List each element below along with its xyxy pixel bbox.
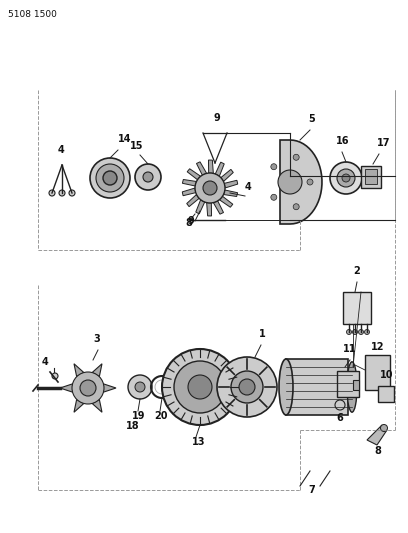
Text: 12: 12 [371,342,384,352]
Polygon shape [74,399,84,412]
Circle shape [335,400,345,410]
Text: 8: 8 [374,446,381,456]
Polygon shape [213,201,224,214]
Circle shape [307,179,313,185]
Bar [343,292,371,324]
Circle shape [96,164,124,192]
Polygon shape [215,162,224,176]
Bar [353,380,359,390]
Circle shape [271,195,277,200]
Polygon shape [187,195,199,207]
Circle shape [128,375,152,399]
Circle shape [337,169,355,187]
Polygon shape [367,425,387,445]
Polygon shape [60,384,73,392]
Circle shape [239,379,255,395]
Bar [378,386,394,402]
Polygon shape [221,169,233,182]
Text: 7: 7 [308,485,315,495]
Text: 20: 20 [154,411,168,421]
Text: 4: 4 [42,357,49,367]
Circle shape [143,172,153,182]
Circle shape [80,380,96,396]
Polygon shape [92,364,102,377]
Circle shape [174,361,226,413]
Polygon shape [224,180,238,188]
Polygon shape [280,140,322,224]
Text: 6: 6 [336,413,343,423]
Text: 8: 8 [185,218,192,228]
Text: 18: 18 [126,421,140,431]
Polygon shape [224,190,237,197]
Circle shape [293,154,299,160]
Circle shape [188,375,212,399]
Circle shape [271,164,277,169]
Ellipse shape [279,359,293,415]
Polygon shape [92,399,102,412]
Circle shape [231,371,263,403]
Bar [286,359,348,415]
Polygon shape [220,196,233,207]
Circle shape [103,171,117,185]
Polygon shape [182,180,197,186]
Text: 13: 13 [192,437,206,447]
Circle shape [381,424,388,432]
Circle shape [217,357,277,417]
Circle shape [162,349,238,425]
Circle shape [49,190,55,196]
Text: 5108 1500: 5108 1500 [8,10,57,19]
Circle shape [353,329,357,335]
Circle shape [195,173,225,203]
Text: 19: 19 [132,411,146,421]
Circle shape [203,181,217,195]
Ellipse shape [347,362,357,412]
Text: 1: 1 [259,329,266,339]
Text: 2: 2 [353,266,360,276]
Circle shape [359,329,364,335]
Circle shape [330,162,362,194]
Polygon shape [74,364,84,377]
Circle shape [69,190,75,196]
Circle shape [342,174,350,182]
Text: 11: 11 [343,344,357,354]
Text: 5: 5 [308,114,315,124]
Circle shape [59,190,65,196]
Text: 3: 3 [93,334,100,344]
Circle shape [90,158,130,198]
Bar [337,371,359,397]
Circle shape [52,373,58,379]
Circle shape [135,164,161,190]
Bar [361,166,381,188]
Text: 16: 16 [336,136,350,146]
Text: 9: 9 [188,216,195,226]
Circle shape [293,204,299,209]
Polygon shape [208,160,213,173]
Polygon shape [104,384,116,392]
Text: 15: 15 [130,141,144,151]
Bar [365,355,390,390]
Polygon shape [187,169,201,180]
Circle shape [135,382,145,392]
Bar [365,169,377,184]
Text: 4: 4 [58,145,65,155]
Text: 10: 10 [380,370,393,380]
Circle shape [364,329,370,335]
Circle shape [72,372,104,404]
Text: 4: 4 [245,182,252,192]
Polygon shape [207,203,211,216]
Text: 9: 9 [213,113,220,123]
Polygon shape [197,162,207,175]
Circle shape [278,170,302,194]
Text: 14: 14 [118,134,131,144]
Polygon shape [182,188,196,196]
Circle shape [346,329,352,335]
Text: 17: 17 [377,138,390,148]
Polygon shape [196,200,205,214]
